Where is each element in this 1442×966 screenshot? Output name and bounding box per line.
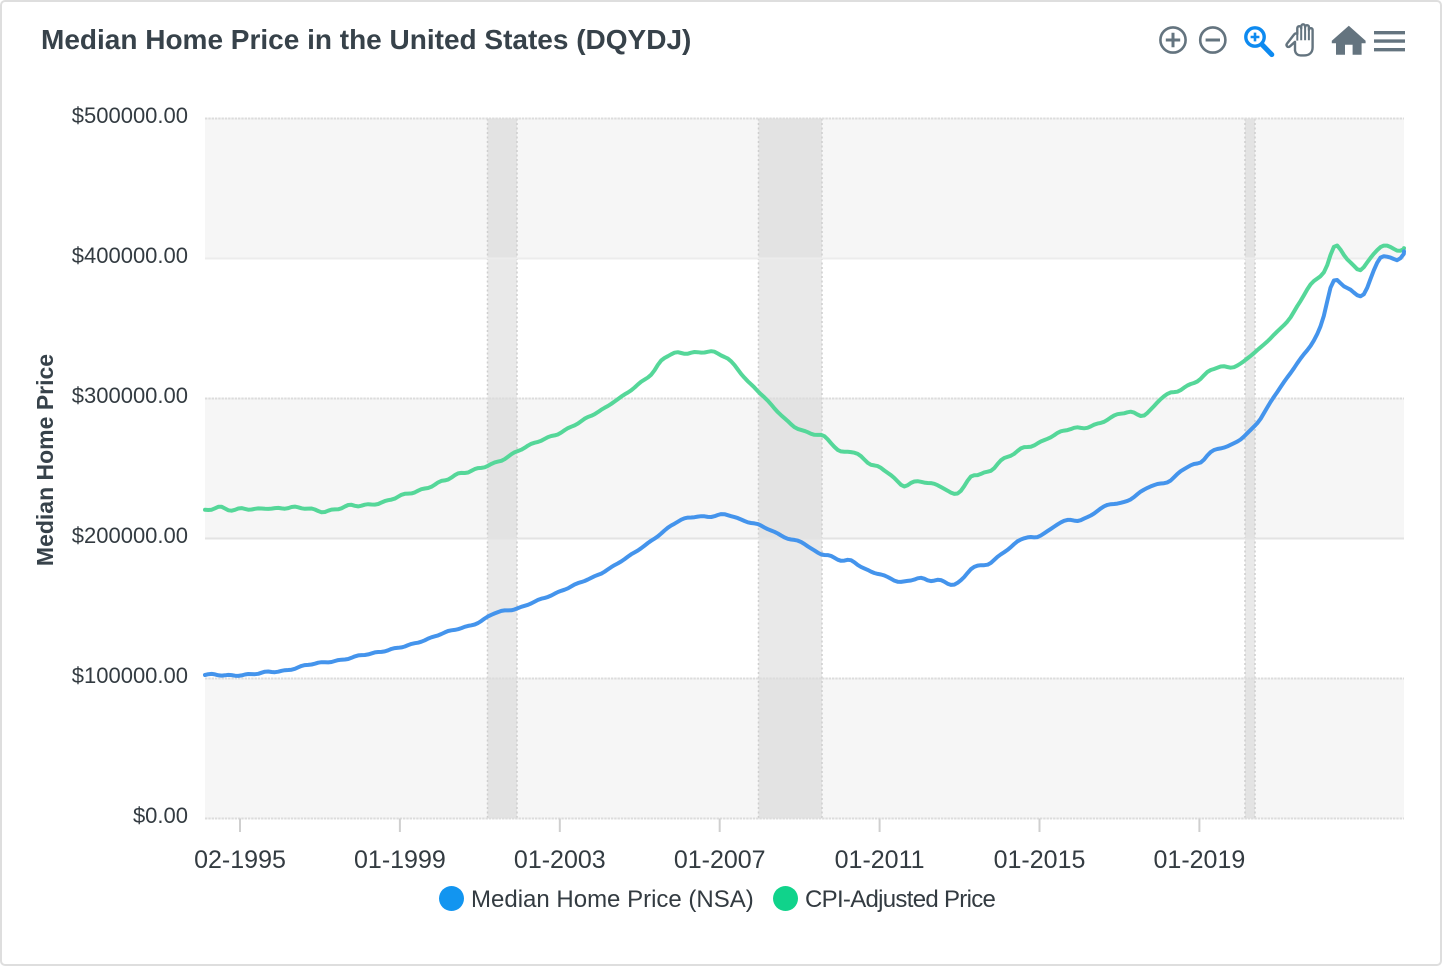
svg-text:$300000.00: $300000.00 (72, 383, 188, 408)
svg-text:01-2015: 01-2015 (994, 846, 1086, 874)
svg-text:$0.00: $0.00 (133, 803, 188, 828)
svg-text:$400000.00: $400000.00 (72, 243, 188, 268)
svg-text:01-2011: 01-2011 (835, 846, 925, 874)
svg-text:01-2003: 01-2003 (514, 846, 606, 874)
svg-text:01-2019: 01-2019 (1154, 846, 1246, 874)
svg-text:02-1995: 02-1995 (194, 846, 286, 874)
svg-text:$500000.00: $500000.00 (72, 103, 188, 128)
svg-text:Median Home Price: Median Home Price (32, 354, 58, 566)
svg-text:01-1999: 01-1999 (354, 846, 446, 874)
svg-text:$200000.00: $200000.00 (72, 523, 188, 548)
svg-text:01-2007: 01-2007 (674, 846, 766, 874)
svg-text:$100000.00: $100000.00 (72, 663, 188, 688)
